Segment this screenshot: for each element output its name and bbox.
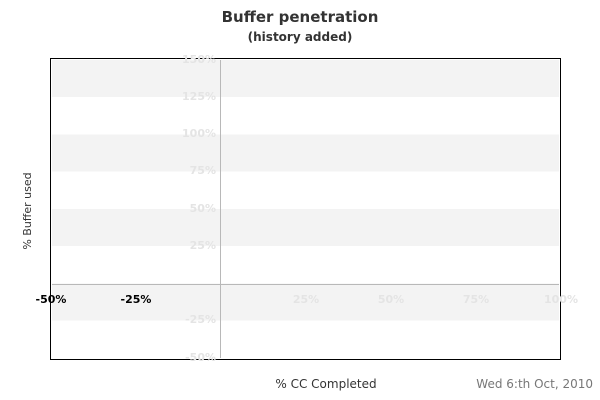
x-tick-label: 25% bbox=[292, 292, 320, 306]
y-tick-label: 125% bbox=[182, 90, 216, 103]
y-tick-label: 25% bbox=[189, 239, 216, 252]
y-tick-label: -25% bbox=[185, 313, 216, 326]
x-tick-label: -25% bbox=[120, 292, 152, 306]
x-tick-label: 100% bbox=[544, 292, 578, 306]
chart-date: Wed 6:th Oct, 2010 bbox=[476, 377, 593, 391]
x-tick-label: -50% bbox=[35, 292, 67, 306]
y-tick-label: 150% bbox=[182, 52, 216, 66]
x-tick-label: 50% bbox=[377, 292, 405, 306]
x-zero-gridline bbox=[220, 60, 222, 358]
y-tick-label: 100% bbox=[182, 127, 216, 140]
x-tick-label: 75% bbox=[462, 292, 490, 306]
chart-subtitle: (history added) bbox=[247, 30, 353, 44]
y-axis-title: % Buffer used bbox=[21, 172, 34, 250]
plot-area bbox=[52, 60, 559, 358]
y-zero-gridline bbox=[52, 283, 559, 285]
y-tick-label: 75% bbox=[189, 164, 216, 177]
chart-title: Buffer penetration bbox=[221, 8, 379, 26]
y-tick-label: 50% bbox=[189, 201, 216, 215]
x-axis-title: % CC Completed bbox=[275, 377, 377, 391]
y-tick-label: -50% bbox=[185, 350, 216, 364]
